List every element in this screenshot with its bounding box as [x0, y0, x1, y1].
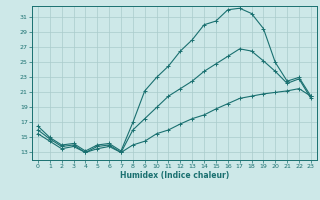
X-axis label: Humidex (Indice chaleur): Humidex (Indice chaleur): [120, 171, 229, 180]
